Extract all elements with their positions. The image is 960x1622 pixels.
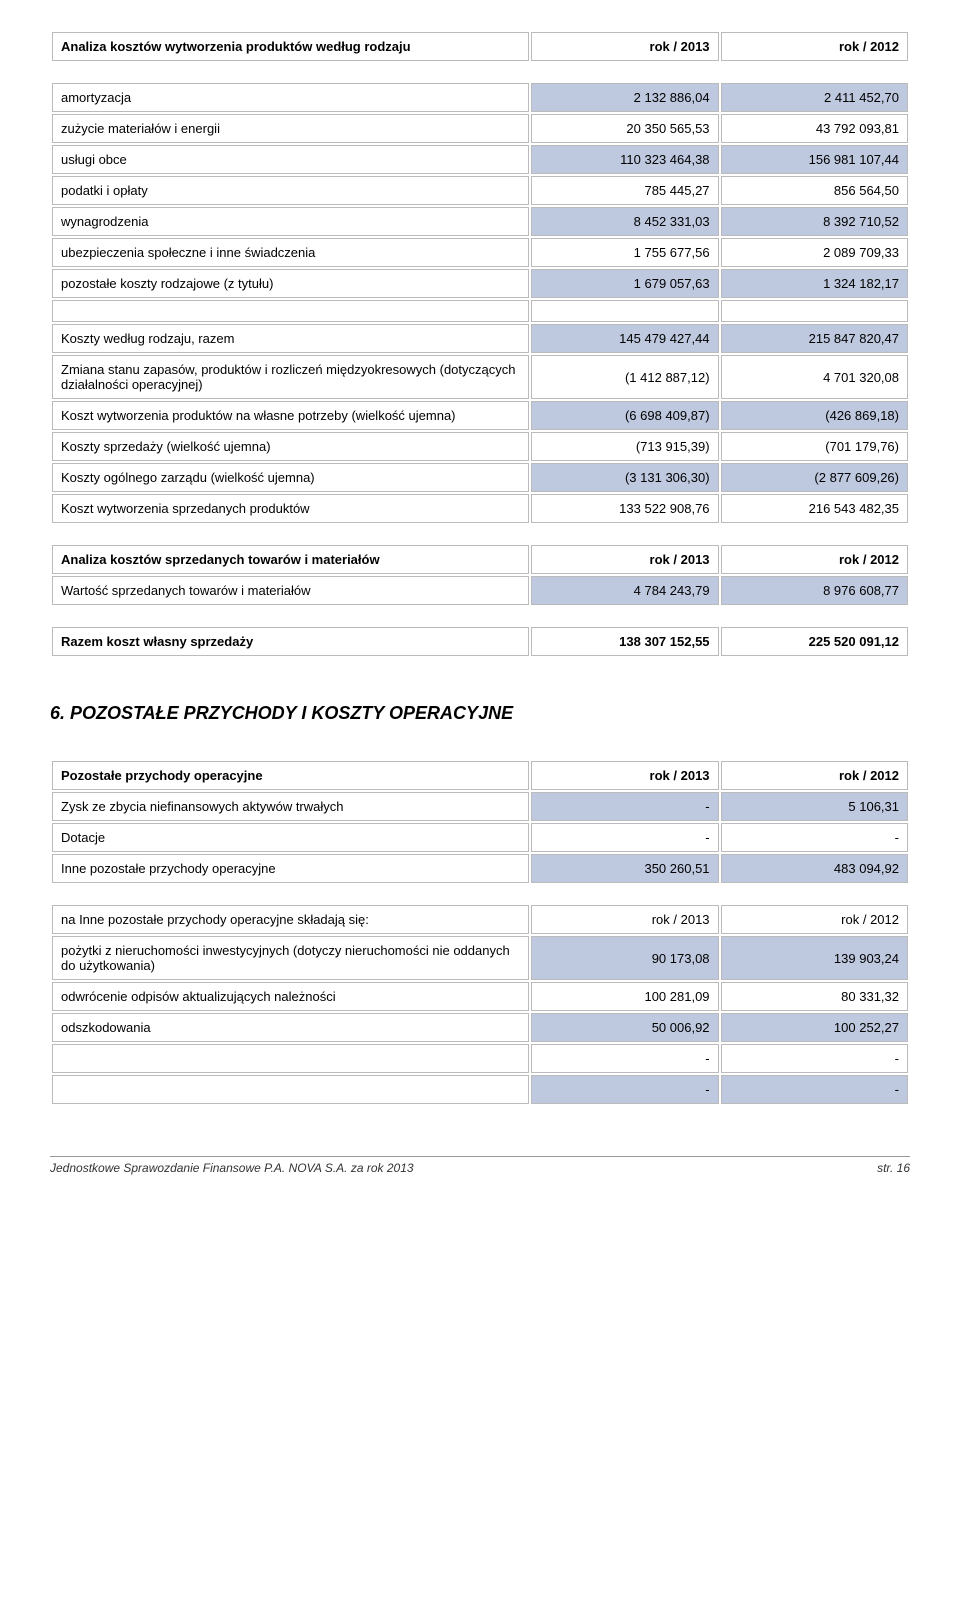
row-val: (1 412 887,12) <box>531 355 718 399</box>
table-header-row: Analiza kosztów wytworzenia produktów we… <box>52 32 908 61</box>
col-header: rok / 2012 <box>721 32 908 61</box>
col-header: na Inne pozostałe przychody operacyjne s… <box>52 905 529 934</box>
row-val: 80 331,32 <box>721 982 908 1011</box>
row-label: Koszt wytworzenia produktów na własne po… <box>52 401 529 430</box>
col-header: Pozostałe przychody operacyjne <box>52 761 529 790</box>
row-val: - <box>721 823 908 852</box>
col-header: rok / 2013 <box>531 761 718 790</box>
blank-cell <box>721 300 908 322</box>
row-label: odwrócenie odpisów aktualizujących należ… <box>52 982 529 1011</box>
row-val: 8 392 710,52 <box>721 207 908 236</box>
row-val: 4 784 243,79 <box>531 576 718 605</box>
row-label: Dotacje <box>52 823 529 852</box>
row-val: - <box>531 1044 718 1073</box>
row-val: 2 132 886,04 <box>531 83 718 112</box>
table-inne-przychody-detail: na Inne pozostałe przychody operacyjne s… <box>50 903 910 1106</box>
row-val: 1 324 182,17 <box>721 269 908 298</box>
row-val: 350 260,51 <box>531 854 718 883</box>
row-label: Razem koszt własny sprzedaży <box>52 627 529 656</box>
row-val: 8 976 608,77 <box>721 576 908 605</box>
row-val: 2 089 709,33 <box>721 238 908 267</box>
row-val: 1 755 677,56 <box>531 238 718 267</box>
col-header: rok / 2013 <box>531 545 718 574</box>
row-label: ubezpieczenia społeczne i inne świadczen… <box>52 238 529 267</box>
col-header: rok / 2012 <box>721 545 908 574</box>
row-val: 483 094,92 <box>721 854 908 883</box>
row-label <box>52 1044 529 1073</box>
row-val: 90 173,08 <box>531 936 718 980</box>
col-header: rok / 2012 <box>721 761 908 790</box>
row-val: 43 792 093,81 <box>721 114 908 143</box>
row-val: (713 915,39) <box>531 432 718 461</box>
row-val: (701 179,76) <box>721 432 908 461</box>
col-header: Analiza kosztów sprzedanych towarów i ma… <box>52 545 529 574</box>
footer-right: str. 16 <box>877 1161 910 1175</box>
col-header: Analiza kosztów wytworzenia produktów we… <box>52 32 529 61</box>
row-val: 100 281,09 <box>531 982 718 1011</box>
page-footer: Jednostkowe Sprawozdanie Finansowe P.A. … <box>50 1156 910 1175</box>
row-val: 1 679 057,63 <box>531 269 718 298</box>
col-header: rok / 2013 <box>531 905 718 934</box>
row-val: 133 522 908,76 <box>531 494 718 523</box>
row-val: 156 981 107,44 <box>721 145 908 174</box>
row-label: zużycie materiałów i energii <box>52 114 529 143</box>
table-koszty-rodzaju: Analiza kosztów wytworzenia produktów we… <box>50 30 910 63</box>
row-label: Koszty sprzedaży (wielkość ujemna) <box>52 432 529 461</box>
row-label: wynagrodzenia <box>52 207 529 236</box>
row-val: 785 445,27 <box>531 176 718 205</box>
row-val: 216 543 482,35 <box>721 494 908 523</box>
row-label: usługi obce <box>52 145 529 174</box>
blank-cell <box>52 300 529 322</box>
row-val: 215 847 820,47 <box>721 324 908 353</box>
row-val: 138 307 152,55 <box>531 627 718 656</box>
row-label: amortyzacja <box>52 83 529 112</box>
row-val: 110 323 464,38 <box>531 145 718 174</box>
row-val: (2 877 609,26) <box>721 463 908 492</box>
row-label: podatki i opłaty <box>52 176 529 205</box>
row-label: Koszty ogólnego zarządu (wielkość ujemna… <box>52 463 529 492</box>
row-val: 50 006,92 <box>531 1013 718 1042</box>
row-val: 4 701 320,08 <box>721 355 908 399</box>
table-koszty-rodzaju-body: amortyzacja2 132 886,042 411 452,70 zuży… <box>50 81 910 525</box>
table-towary-materialy: Analiza kosztów sprzedanych towarów i ma… <box>50 543 910 607</box>
row-label: Zysk ze zbycia niefinansowych aktywów tr… <box>52 792 529 821</box>
section-6-heading: 6. POZOSTAŁE PRZYCHODY I KOSZTY OPERACYJ… <box>50 703 910 724</box>
row-label: Koszt wytworzenia sprzedanych produktów <box>52 494 529 523</box>
row-label: Koszty według rodzaju, razem <box>52 324 529 353</box>
row-val: - <box>531 792 718 821</box>
row-label: pozostałe koszty rodzajowe (z tytułu) <box>52 269 529 298</box>
row-val: (6 698 409,87) <box>531 401 718 430</box>
table-razem-koszt: Razem koszt własny sprzedaży 138 307 152… <box>50 625 910 658</box>
col-header: rok / 2012 <box>721 905 908 934</box>
row-val: 5 106,31 <box>721 792 908 821</box>
row-label: Inne pozostałe przychody operacyjne <box>52 854 529 883</box>
row-val: - <box>721 1075 908 1104</box>
row-label <box>52 1075 529 1104</box>
row-val: - <box>721 1044 908 1073</box>
row-val: 2 411 452,70 <box>721 83 908 112</box>
row-label: odszkodowania <box>52 1013 529 1042</box>
blank-cell <box>531 300 718 322</box>
row-val: 139 903,24 <box>721 936 908 980</box>
row-val: (426 869,18) <box>721 401 908 430</box>
row-val: 8 452 331,03 <box>531 207 718 236</box>
row-val: - <box>531 1075 718 1104</box>
footer-left: Jednostkowe Sprawozdanie Finansowe P.A. … <box>50 1161 414 1175</box>
row-label: Zmiana stanu zapasów, produktów i rozlic… <box>52 355 529 399</box>
row-val: 20 350 565,53 <box>531 114 718 143</box>
row-val: 145 479 427,44 <box>531 324 718 353</box>
row-val: 100 252,27 <box>721 1013 908 1042</box>
row-val: - <box>531 823 718 852</box>
row-val: 856 564,50 <box>721 176 908 205</box>
row-label: pożytki z nieruchomości inwestycyjnych (… <box>52 936 529 980</box>
row-val: (3 131 306,30) <box>531 463 718 492</box>
row-label: Wartość sprzedanych towarów i materiałów <box>52 576 529 605</box>
table-pozostale-przychody: Pozostałe przychody operacyjne rok / 201… <box>50 759 910 885</box>
row-val: 225 520 091,12 <box>721 627 908 656</box>
col-header: rok / 2013 <box>531 32 718 61</box>
